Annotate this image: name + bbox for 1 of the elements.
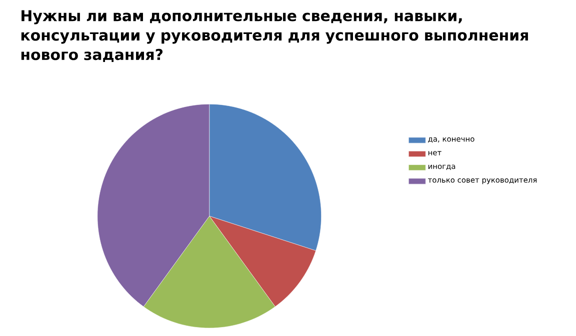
chart-title: Нужны ли вам дополнительные сведения, навыки, консультации у руководителя для успешного выполнения нового задания?	[21, 10, 528, 62]
